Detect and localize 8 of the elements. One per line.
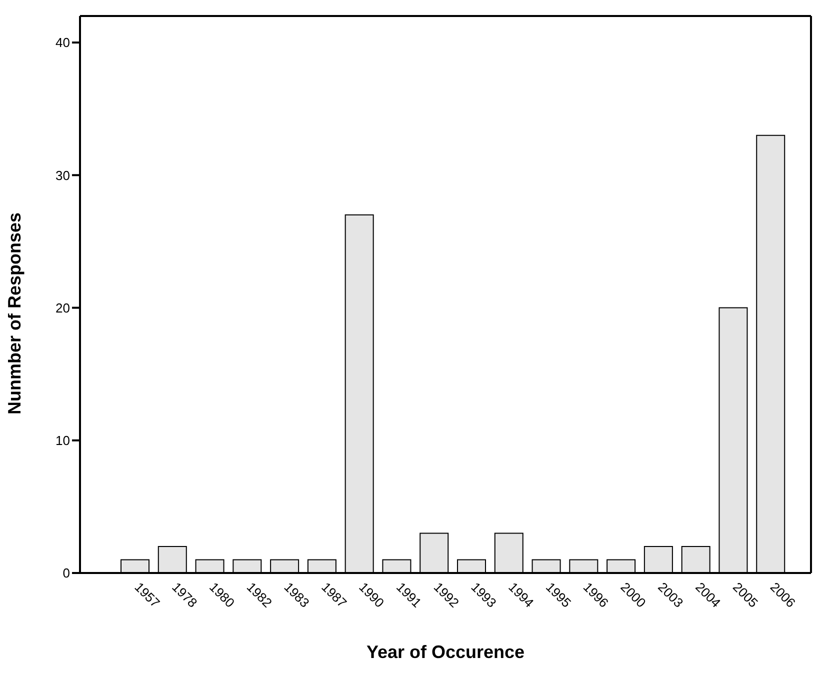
y-tick-label: 10	[56, 432, 70, 448]
x-tick-label: 1957	[132, 579, 163, 610]
y-tick-label: 20	[56, 300, 70, 316]
y-tick-label: 30	[56, 168, 70, 183]
x-axis-title: Year of Occurence	[366, 642, 525, 662]
y-tick-label: 40	[56, 35, 70, 50]
y-tick-label: 0	[62, 566, 70, 581]
x-tick-label: 1987	[318, 579, 350, 610]
